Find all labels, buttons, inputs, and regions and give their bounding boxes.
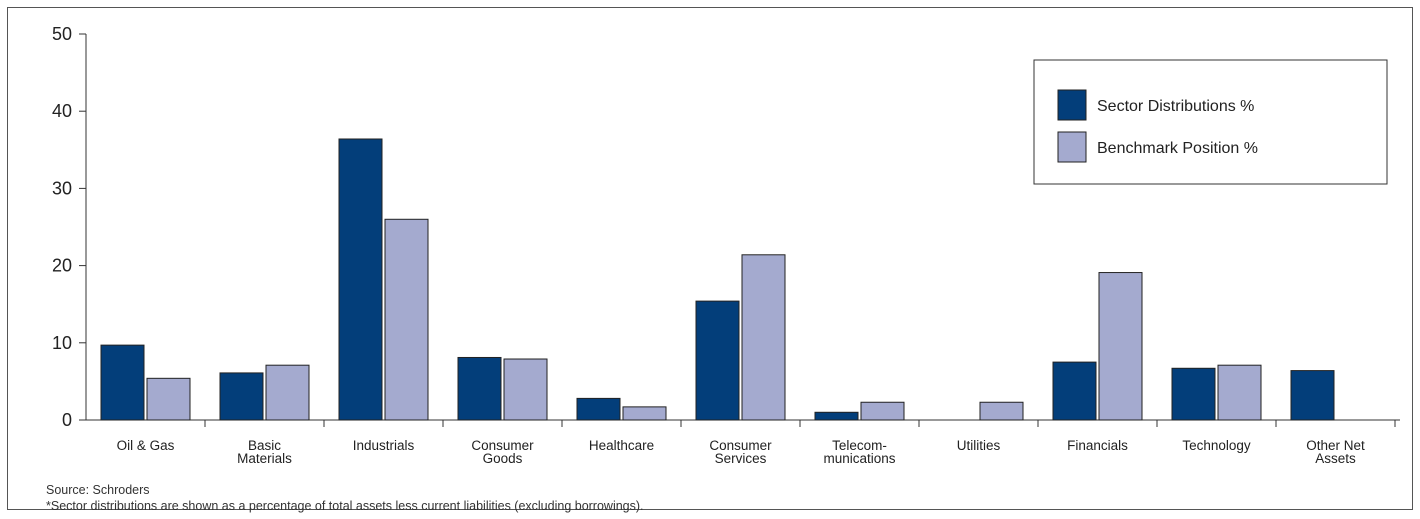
x-axis: Oil & Gas Basic Materials Industrials Consum… [86, 419, 1400, 466]
bar-benchmark-position [146, 377, 191, 421]
bar-sector-distribution [1052, 361, 1097, 421]
bar-benchmark-position [265, 364, 310, 421]
legend: Sector Distributions % Benchmark Position… [1033, 59, 1388, 185]
x-tick-label: Industrials [353, 438, 415, 453]
x-tick-label: Consumer Services [709, 438, 772, 466]
source-note: Source: Schroders [46, 483, 150, 497]
legend-label: Sector Distributions % [1097, 98, 1254, 115]
x-tick-label-line: Other Net [1306, 438, 1365, 453]
bar-sector-distribution [338, 138, 383, 421]
x-tick-label: Financials [1067, 438, 1128, 453]
x-tick-label-line: Materials [237, 451, 292, 466]
x-tick-label-line: Assets [1315, 451, 1356, 466]
bar-benchmark-position [1098, 272, 1143, 421]
x-tick-label-line: Utilities [957, 438, 1001, 453]
x-tick-label-line: Healthcare [589, 438, 654, 453]
y-tick-label: 30 [52, 178, 72, 198]
x-tick-label: Basic Materials [237, 438, 292, 466]
bar-benchmark-position [622, 406, 667, 421]
y-tick-label: 10 [52, 333, 72, 353]
x-tick-label-line: Consumer [471, 438, 534, 453]
legend-swatch [1057, 89, 1087, 121]
bar-sector-distribution [1290, 370, 1335, 421]
y-tick-label: 20 [52, 256, 72, 276]
legend-swatch [1057, 131, 1087, 163]
legend-label: Benchmark Position % [1097, 140, 1258, 157]
bar-sector-distribution [695, 300, 740, 421]
x-tick-label-line: munications [823, 451, 895, 466]
x-tick-label-line: Financials [1067, 438, 1128, 453]
x-tick-label: Telecom-munications [823, 438, 895, 466]
bar-sector-distribution [1171, 367, 1216, 421]
y-tick-label: 0 [62, 410, 72, 430]
bar-sector-distribution [457, 356, 502, 421]
x-tick-label-line: Technology [1182, 438, 1251, 453]
chart-frame [7, 7, 1413, 510]
x-tick-label-line: Industrials [353, 438, 415, 453]
x-tick-label-line: Goods [483, 451, 523, 466]
x-tick-label: Other Net Assets [1306, 438, 1365, 466]
x-tick-label-line: Oil & Gas [117, 438, 175, 453]
bar-benchmark-position [860, 401, 905, 421]
y-tick-label: 40 [52, 101, 72, 121]
x-tick-label: Consumer Goods [471, 438, 534, 466]
bars [100, 138, 1335, 421]
bar-sector-distribution [576, 397, 621, 421]
x-tick-label-line: Services [715, 451, 767, 466]
bar-benchmark-position [1217, 364, 1262, 421]
x-tick-label: Utilities [957, 438, 1001, 453]
bar-sector-distribution [100, 344, 145, 421]
bar-sector-distribution [814, 411, 859, 421]
x-tick-label-line: Consumer [709, 438, 772, 453]
y-axis: 0 10 20 30 40 50 [52, 24, 87, 430]
x-tick-label-line: Telecom- [832, 438, 887, 453]
bar-benchmark-position [503, 358, 548, 421]
x-tick-label: Oil & Gas [117, 438, 175, 453]
x-tick-label: Healthcare [589, 438, 654, 453]
x-tick-label-line: Basic [248, 438, 281, 453]
footnote: *Sector distributions are shown as a per… [46, 499, 644, 513]
bar-sector-distribution [219, 372, 264, 421]
bar-benchmark-position [979, 401, 1024, 421]
legend-box [1033, 59, 1388, 185]
y-tick-label: 50 [52, 24, 72, 44]
x-tick-label: Technology [1182, 438, 1251, 453]
bar-benchmark-position [384, 218, 429, 421]
bar-benchmark-position [741, 254, 786, 421]
